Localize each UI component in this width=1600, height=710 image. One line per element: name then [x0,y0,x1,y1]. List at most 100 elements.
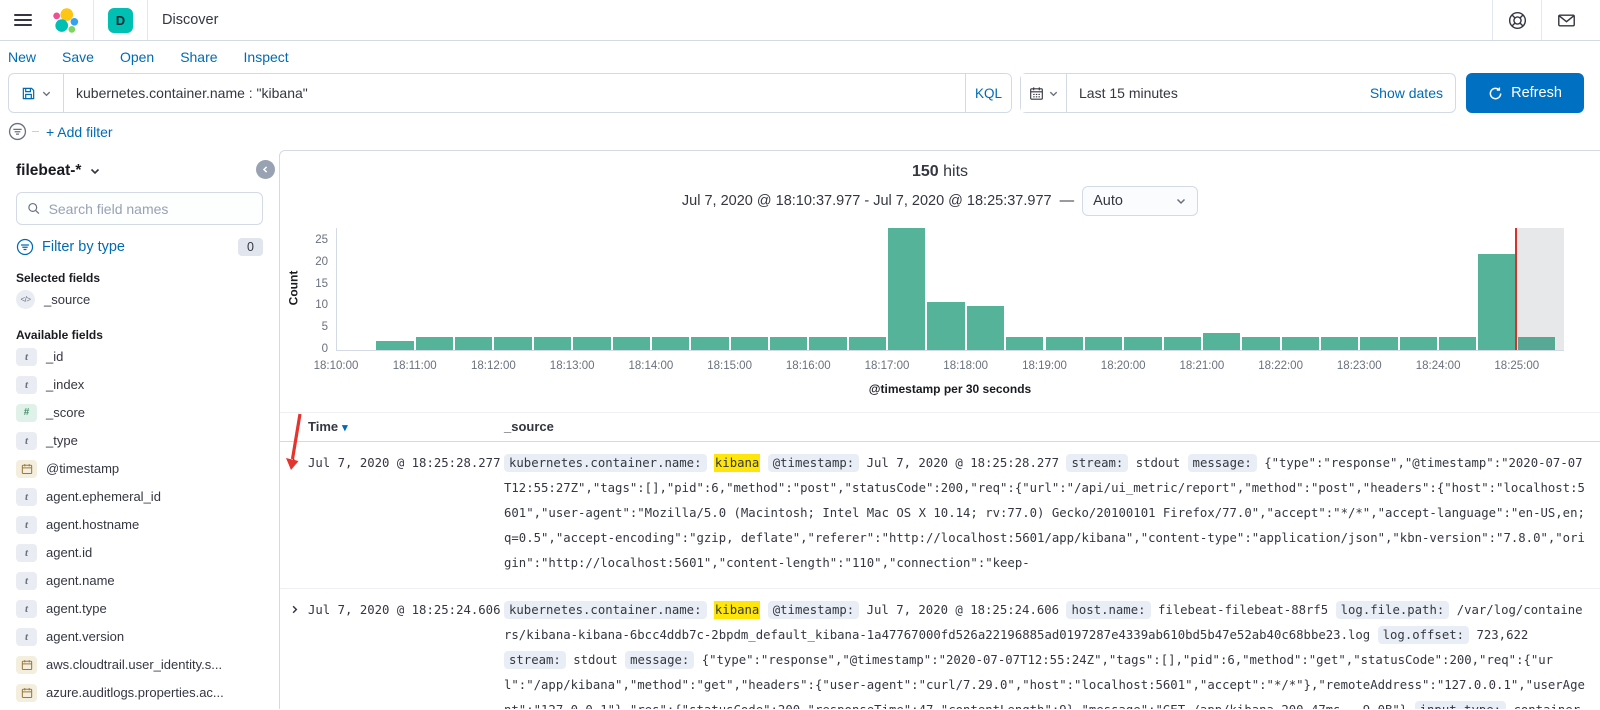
field-item-_source[interactable]: </> _source [16,286,263,313]
histogram-bar[interactable] [966,306,1005,350]
search-field-names-input[interactable] [48,200,252,217]
field-item-agent.name[interactable]: t agent.name [16,567,263,594]
histogram-bar[interactable] [1045,336,1083,350]
expand-row-button[interactable] [280,451,308,468]
menu-new[interactable]: New [8,49,37,65]
histogram-bar[interactable] [612,336,650,350]
x-axis-tick-label: 18:22:00 [1258,360,1303,372]
menu-open[interactable]: Open [119,49,155,65]
add-filter-link[interactable]: + Add filter [46,123,113,140]
refresh-button[interactable]: Refresh [1466,73,1584,113]
histogram-bar[interactable] [1202,332,1241,350]
y-axis-tick-label: 0 [321,343,328,355]
interval-select[interactable]: Auto [1082,186,1199,216]
field-item-@timestamp[interactable]: @timestamp [16,455,263,482]
histogram-bar[interactable] [1478,254,1516,350]
discover-main-panel: 150 hits Jul 7, 2020 @ 18:10:37.977 - Ju… [279,150,1600,709]
histogram-bar[interactable] [1124,336,1162,350]
histogram-bar[interactable] [888,228,926,350]
filter-by-type[interactable]: Filter by type 0 [16,238,263,256]
field-item-agent.hostname[interactable]: t agent.hostname [16,511,263,538]
field-value: Jul 7, 2020 @ 18:25:24.606 [866,603,1060,617]
string-type-icon: t [16,515,37,534]
histogram-bar[interactable] [494,336,532,350]
histogram-bar[interactable] [1281,336,1319,350]
field-name-badge: host.name: [1066,601,1151,619]
field-item-agent.version[interactable]: t agent.version [16,623,263,650]
query-language-button[interactable]: KQL [965,74,1011,112]
space-badge[interactable]: D [108,7,133,33]
field-item-_score[interactable]: # _score [16,399,263,426]
x-axis-tick-label: 18:14:00 [628,360,674,372]
histogram-bar[interactable] [809,336,847,350]
collapse-sidebar-button[interactable] [256,160,275,179]
histogram-bar[interactable] [691,336,729,350]
mail-icon[interactable] [1542,0,1590,40]
histogram-bar[interactable] [533,336,572,350]
histogram-bar[interactable] [1360,336,1398,350]
histogram-bar[interactable] [927,302,965,350]
x-axis-tick-label: 18:20:00 [1100,360,1146,372]
histogram-bar[interactable] [848,336,887,350]
doc-timestamp: Jul 7, 2020 @ 18:25:28.277 [308,456,501,470]
field-name-label: @timestamp [46,461,120,476]
field-item-agent.id[interactable]: t agent.id [16,539,263,566]
field-item-_index[interactable]: t _index [16,371,263,398]
available-fields-heading: Available fields [16,328,103,342]
date-type-icon [16,655,37,674]
histogram-bar[interactable] [1242,336,1280,350]
calendar-icon[interactable] [1021,74,1067,112]
table-header: Time ▾ _source [280,412,1600,442]
field-item-azure.auditlogs.properties.ac...[interactable]: azure.auditlogs.properties.ac... [16,679,263,706]
time-range-display[interactable]: Last 15 minutes Show dates [1067,74,1455,112]
number-type-icon: # [16,403,37,422]
menu-hamburger-icon[interactable] [6,3,40,37]
histogram-bar[interactable] [455,336,493,350]
navbar-divider [1541,0,1542,40]
field-item-aws.cloudtrail.user_identity.s...[interactable]: aws.cloudtrail.user_identity.s... [16,651,263,678]
date-type-icon [16,459,37,478]
histogram-bar[interactable] [1517,336,1556,350]
help-icon[interactable] [1493,0,1541,40]
menu-share[interactable]: Share [180,49,218,65]
page-title: Discover [162,12,219,28]
histogram-bar[interactable] [1006,336,1044,350]
field-value: stdout [573,653,618,667]
menu-inspect[interactable]: Inspect [243,49,289,65]
field-name-label: _index [46,377,85,392]
y-axis-tick-label: 25 [315,234,328,247]
field-value: filebeat-filebeat-88rf5 [1157,603,1329,617]
histogram-bar[interactable] [769,336,808,350]
source-type-icon: </> [16,290,35,309]
navbar-divider [93,0,94,40]
histogram-bar[interactable] [1163,336,1201,350]
index-pattern-switcher[interactable]: filebeat-* [16,162,263,180]
histogram[interactable]: Count 0 5 10 15 20 25 18:10:00 18:11:00 18:12:00 1… [280,220,1600,402]
field-item-agent.ephemeral_id[interactable]: t agent.ephemeral_id [16,483,263,510]
filter-set-icon[interactable] [8,122,27,141]
doc-timestamp: Jul 7, 2020 @ 18:25:24.606 [308,603,501,617]
histogram-bar[interactable] [730,336,768,350]
field-name-badge: stream: [1066,454,1129,472]
histogram-bar[interactable] [573,336,611,350]
field-name-badge: stream: [504,651,566,669]
field-search-box [16,192,263,225]
x-axis-tick-label: 18:13:00 [549,360,595,372]
time-column-header[interactable]: Time ▾ [308,419,348,434]
query-input[interactable]: kubernetes.container.name : "kibana" KQL [64,73,1012,113]
histogram-bar[interactable] [1321,336,1359,350]
histogram-bar[interactable] [1399,336,1438,350]
histogram-bar[interactable] [415,336,454,350]
filter-by-type-label: Filter by type [42,239,125,255]
field-item-_id[interactable]: t _id [16,343,263,370]
histogram-bar[interactable] [1439,336,1477,350]
show-dates-link[interactable]: Show dates [1369,85,1443,101]
expand-row-button[interactable] [280,598,308,615]
menu-save[interactable]: Save [62,49,94,65]
saved-query-menu-button[interactable] [8,73,64,113]
field-item-_type[interactable]: t _type [16,427,263,454]
field-item-agent.type[interactable]: t agent.type [16,595,263,622]
histogram-bar[interactable] [1084,336,1123,350]
histogram-bar[interactable] [651,336,690,350]
histogram-bar[interactable] [376,341,414,350]
